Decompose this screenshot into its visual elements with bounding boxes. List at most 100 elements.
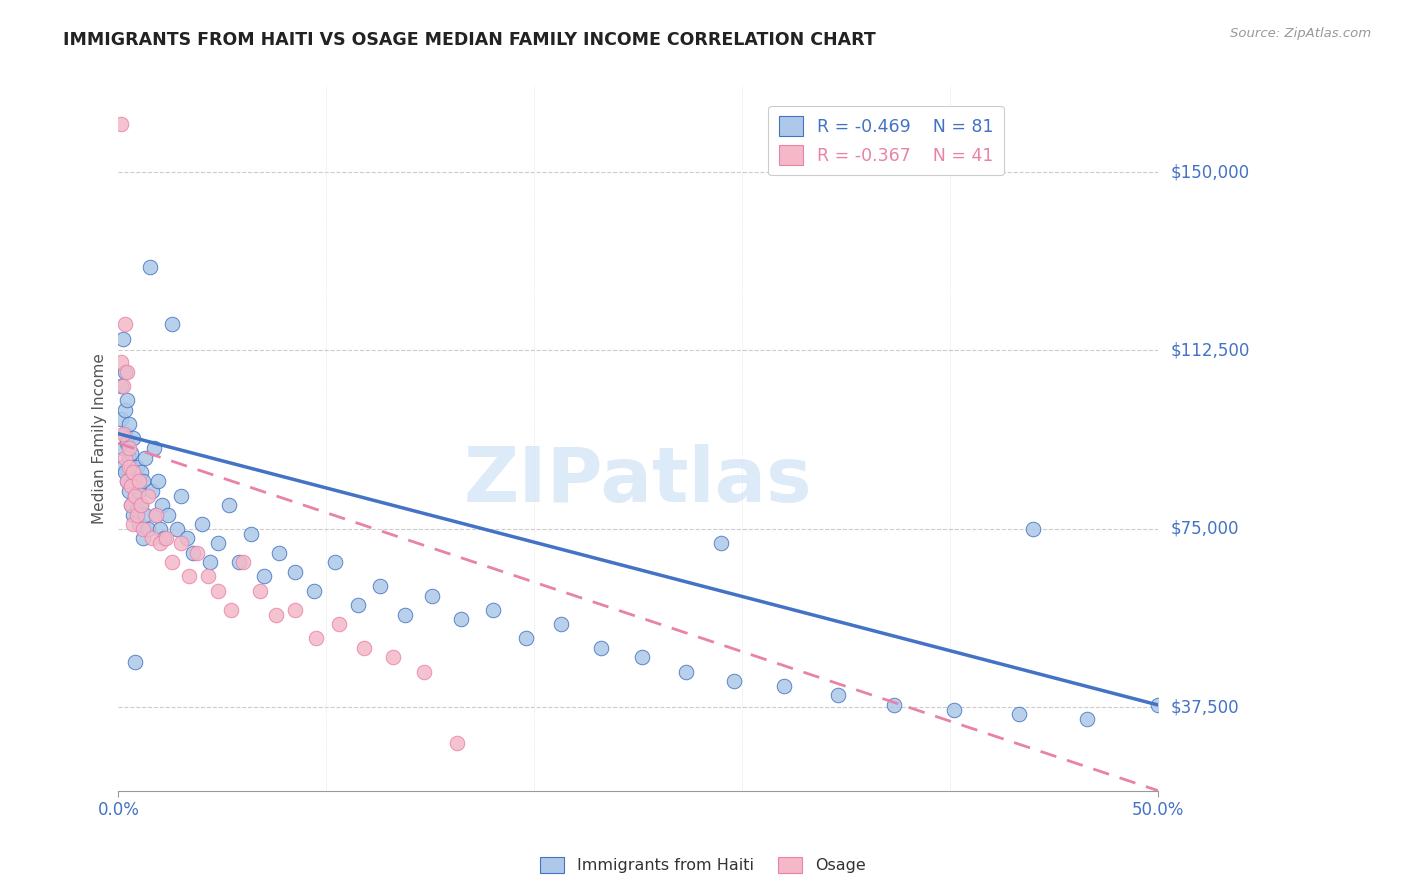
Point <box>422 589 444 603</box>
Text: $37,500: $37,500 <box>1170 698 1239 716</box>
Point <box>111 332 134 346</box>
Point <box>157 508 180 522</box>
Point <box>120 498 142 512</box>
Point <box>883 698 905 712</box>
Point <box>131 498 153 512</box>
Point <box>146 475 169 489</box>
Point <box>122 465 145 479</box>
Point <box>115 436 138 450</box>
Point <box>943 703 966 717</box>
Point <box>162 555 184 569</box>
Point <box>118 483 141 498</box>
Point <box>115 475 138 489</box>
Point <box>1022 522 1045 536</box>
Point <box>120 498 142 512</box>
Point <box>145 508 167 522</box>
Point <box>127 508 149 522</box>
Point <box>120 479 142 493</box>
Point <box>136 489 159 503</box>
Point <box>675 665 697 679</box>
Point <box>122 432 145 446</box>
Point <box>253 569 276 583</box>
Point <box>128 517 150 532</box>
Point <box>114 426 136 441</box>
Point <box>346 598 368 612</box>
Point <box>198 555 221 569</box>
Point <box>162 318 184 332</box>
Point <box>179 569 201 583</box>
Point <box>145 508 167 522</box>
Point <box>132 532 155 546</box>
Point <box>110 117 132 131</box>
Point <box>110 379 132 393</box>
Point <box>118 450 141 465</box>
Point <box>302 583 325 598</box>
Point <box>186 546 208 560</box>
Point <box>111 426 134 441</box>
Point <box>370 579 392 593</box>
Point <box>150 498 173 512</box>
Point <box>218 498 240 512</box>
Point <box>710 536 733 550</box>
Point <box>481 603 503 617</box>
Point <box>550 617 572 632</box>
Point <box>142 441 165 455</box>
Point <box>827 689 849 703</box>
Point <box>114 465 136 479</box>
Point <box>328 617 350 632</box>
Point <box>166 522 188 536</box>
Point <box>1076 712 1098 726</box>
Point <box>394 607 416 622</box>
Point <box>128 475 150 489</box>
Text: $150,000: $150,000 <box>1170 163 1250 181</box>
Point <box>127 460 149 475</box>
Point <box>240 526 263 541</box>
Point <box>515 632 537 646</box>
Point <box>207 536 229 550</box>
Point <box>134 508 156 522</box>
Point <box>381 650 404 665</box>
Point <box>176 532 198 546</box>
Point <box>122 517 145 532</box>
Point <box>114 365 136 379</box>
Point <box>136 522 159 536</box>
Point <box>232 555 254 569</box>
Point <box>115 365 138 379</box>
Point <box>111 441 134 455</box>
Point <box>114 318 136 332</box>
Point <box>323 555 346 569</box>
Point <box>450 612 472 626</box>
Point <box>138 260 160 275</box>
Point <box>114 403 136 417</box>
Point <box>155 532 177 546</box>
Point <box>131 498 153 512</box>
Point <box>228 555 250 569</box>
Point <box>284 565 307 579</box>
Point <box>284 603 307 617</box>
Point <box>353 640 375 655</box>
Point <box>118 417 141 432</box>
Point <box>207 583 229 598</box>
Point <box>181 546 204 560</box>
Point <box>723 674 745 689</box>
Point <box>127 503 149 517</box>
Point <box>170 489 193 503</box>
Point <box>266 607 288 622</box>
Text: $75,000: $75,000 <box>1170 520 1239 538</box>
Point <box>141 483 163 498</box>
Y-axis label: Median Family Income: Median Family Income <box>93 353 107 524</box>
Point <box>120 446 142 460</box>
Point <box>149 536 172 550</box>
Point <box>631 650 654 665</box>
Point <box>111 379 134 393</box>
Point <box>110 355 132 369</box>
Point <box>589 640 612 655</box>
Point <box>1147 698 1170 712</box>
Point <box>122 508 145 522</box>
Point <box>413 665 436 679</box>
Point <box>124 655 146 669</box>
Point <box>190 517 212 532</box>
Point <box>1008 707 1031 722</box>
Point <box>132 475 155 489</box>
Point <box>115 393 138 408</box>
